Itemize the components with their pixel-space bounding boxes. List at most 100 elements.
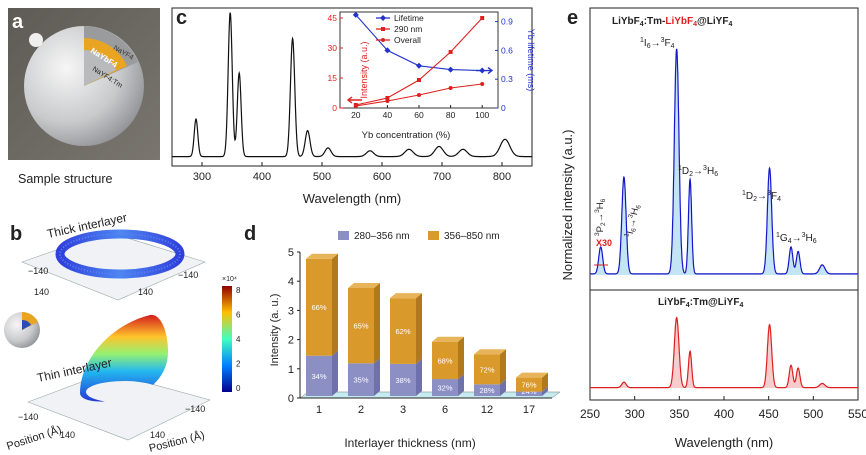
x-tick-label: 400: [253, 171, 271, 183]
bar-percent-label: 72%: [479, 365, 494, 374]
panel-d-legend: 280–356 nm 356–850 nm: [338, 231, 500, 242]
bar-segment-side: [416, 293, 422, 364]
y-tick-label: 5: [288, 247, 294, 259]
inset-point: [480, 82, 485, 86]
panel-e-spectra: [590, 48, 858, 389]
bar-percent-label: 66%: [311, 303, 326, 312]
x-tick-label: 12: [481, 404, 493, 416]
spectrum-line: [590, 48, 858, 275]
inset-point: [416, 62, 422, 69]
inset-point: [448, 50, 453, 54]
inset-yr-tick-label: 0: [501, 103, 506, 113]
inset-point: [385, 96, 390, 100]
inset-x-tick-label: 100: [475, 110, 489, 120]
y-tick-label: 1: [288, 364, 294, 376]
bar-percent-label: 68%: [437, 356, 452, 365]
inset-yr-tick-label: 0.3: [501, 74, 513, 84]
bar-percent-label: 35%: [353, 376, 368, 385]
colorbar-tick: 8: [236, 286, 241, 295]
inset-point: [385, 99, 390, 103]
y-tick-label: 0: [288, 393, 294, 405]
inset-x-tick-label: 40: [383, 110, 393, 120]
bar-segment-side: [416, 358, 422, 396]
left-axis-arrow: [346, 96, 362, 104]
bar-segment: [390, 298, 416, 364]
colorbar-tick: 0: [236, 384, 241, 393]
x-tick-label: 17: [523, 404, 535, 416]
bar-segment-top: [516, 372, 548, 378]
bar-segment-top: [348, 282, 380, 288]
panel-e: e 250 300 350 400 450 500 550 Normalized inten…: [560, 7, 866, 450]
bar-segment-side: [542, 386, 548, 396]
inset-xlabel: Yb concentration (%): [362, 130, 451, 141]
colorbar-tick: 6: [236, 311, 241, 320]
thin-distribution-surface: [80, 314, 168, 402]
x-tick-label: 500: [803, 407, 823, 421]
x-tick-label: 3: [400, 404, 406, 416]
legend-280-356: 280–356 nm: [354, 231, 410, 242]
bar-segment-side: [500, 349, 506, 385]
bar-percent-label: 34%: [311, 372, 326, 381]
bar-segment-top: [390, 293, 422, 299]
panel-e-ylabel: Normalized intensity (a.u.): [560, 130, 575, 281]
colorbar: [222, 286, 232, 392]
transition-1g4-3h6: 1G4→3H6: [776, 232, 817, 245]
inset-yl-tick-label: 45: [328, 13, 338, 23]
bar-segment: [432, 379, 458, 396]
bar-segment: [516, 391, 542, 396]
thin-tick-pos: 140: [60, 430, 75, 440]
panel-d-chart: 01234534%66%135%65%238%62%332%68%628%72%…: [288, 247, 561, 416]
bar-segment-top: [474, 349, 506, 355]
spectrum-fill: [590, 317, 858, 388]
bar-segment-side: [500, 379, 506, 396]
panel-d: d 280–356 nm 356–850 nm 01234534%66%135%…: [244, 223, 561, 450]
x-tick-label: 2: [358, 404, 364, 416]
spectrum-line: [172, 12, 532, 158]
thick-tick-neg: −140: [28, 266, 48, 276]
panel-b-letter: b: [10, 223, 22, 245]
bar-segment-side: [458, 374, 464, 396]
x-tick-label: 450: [759, 407, 779, 421]
thin-tick-neg: −140: [18, 412, 38, 422]
bar-segment: [348, 287, 374, 364]
inset-point: [352, 11, 359, 18]
thin-tick-pos-right: 140: [150, 430, 165, 440]
bar-percent-label: 38%: [395, 376, 410, 385]
inset-point: [417, 78, 421, 82]
inset-point: [417, 93, 421, 97]
legend-290nm: 290 nm: [394, 24, 422, 34]
colorbar-scale: ×10⁴: [222, 276, 237, 283]
bar-segment-top: [432, 336, 464, 342]
inset-point: [480, 16, 485, 20]
x-tick-label: 500: [313, 171, 331, 183]
inset-point: [448, 86, 453, 90]
bar-segment-top: [306, 253, 338, 259]
bar-percent-label: 76%: [521, 381, 536, 390]
x-tick-label: 350: [669, 407, 689, 421]
x-tick-label: 1: [316, 404, 322, 416]
colorbar-tick: 4: [236, 335, 241, 344]
y-tick-label: 4: [288, 276, 294, 288]
panel-d-ylabel: Intensity (a. u.): [269, 294, 281, 367]
bar-percent-label: 28%: [479, 386, 494, 395]
x-tick-label: 700: [433, 171, 451, 183]
inset-point: [447, 66, 454, 73]
inset-yr-tick-label: 0.9: [501, 17, 513, 27]
inset-legend: Lifetime 290 nm Overall: [376, 13, 424, 45]
transition-1i6-3f4: 1I6→3F4: [640, 37, 675, 50]
transition-3p2-3h6: 3P2→3H6: [594, 198, 607, 236]
inset-x-tick-label: 60: [414, 110, 424, 120]
bar-segment: [348, 363, 374, 396]
inset-point: [353, 104, 358, 108]
inset-yl-tick-label: 15: [328, 73, 338, 83]
bar-percent-label: 65%: [353, 322, 368, 331]
x30-label: X30: [596, 238, 612, 248]
x-tick-label: 400: [714, 407, 734, 421]
panel-c-xlabel: Wavelength (nm): [303, 191, 402, 206]
transition-1d2-3f4: 1D2→3F4: [742, 190, 781, 203]
legend-lifetime: Lifetime: [394, 13, 424, 23]
bar-segment-side: [374, 358, 380, 396]
bar-segment: [516, 377, 542, 392]
inset-yl-tick-label: 0: [332, 103, 337, 113]
bar-segment: [474, 354, 500, 385]
